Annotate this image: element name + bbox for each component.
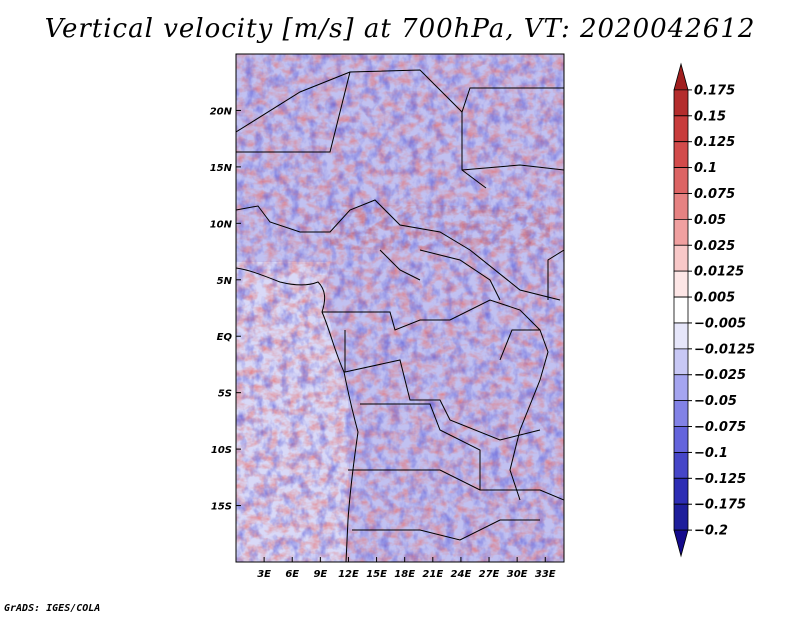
colorbar: 0.175 0.15 0.125 0.1 0.075 0.05 0.025 0.0125 0.0… (673, 62, 755, 558)
colorbar-label: 0.025 (694, 239, 735, 254)
colorbar-label: −0.025 (694, 368, 746, 383)
colorbar-swatch (673, 529, 689, 558)
colorbar-swatch (673, 452, 689, 479)
colorbar-label: 0.05 (694, 213, 726, 228)
y-tick-label: 10S (211, 445, 232, 456)
colorbar-label: 0.0125 (694, 265, 744, 280)
colorbar-swatch (673, 322, 689, 350)
colorbar-swatch (673, 296, 689, 324)
y-tick-label: 5S (218, 389, 232, 400)
colorbar-label: −0.1 (694, 446, 728, 461)
x-tick-label: 33E (535, 569, 556, 580)
colorbar-swatch (673, 244, 689, 272)
colorbar-label: −0.0125 (694, 342, 755, 357)
colorbar-label: −0.2 (694, 524, 728, 539)
colorbar-label: −0.05 (694, 394, 737, 409)
colorbar-label: −0.125 (694, 472, 746, 487)
colorbar-label: −0.175 (694, 498, 746, 513)
y-tick-label: 15S (211, 502, 232, 513)
y-tick-label: 15N (210, 163, 233, 174)
colorbar-swatch (673, 270, 689, 298)
x-axis: 3E 6E 9E 12E 15E 18E 21E 24E 27E 30E 33E (257, 557, 556, 580)
colorbar-swatch (673, 62, 689, 91)
colorbar-label: −0.075 (694, 420, 746, 435)
y-tick-label: 10N (210, 219, 233, 230)
credit-text: GrADS: IGES/COLA (4, 603, 101, 614)
colorbar-swatch (673, 477, 689, 505)
colorbar-swatch (673, 167, 689, 194)
chart-title: Vertical velocity [m/s] at 700hPa, VT: 2… (44, 14, 756, 44)
y-axis: 20N 15N 10N 5N EQ 5S 10S 15S (210, 106, 241, 513)
colorbar-swatch (673, 374, 689, 402)
x-tick-label: 21E (422, 569, 443, 580)
colorbar-swatch (673, 503, 689, 531)
x-tick-label: 24E (451, 569, 472, 580)
x-tick-label: 18E (394, 569, 415, 580)
colorbar-swatch (673, 115, 689, 143)
x-tick-label: 27E (479, 569, 500, 580)
colorbar-label: 0.175 (694, 83, 735, 98)
y-tick-label: 5N (217, 276, 233, 287)
colorbar-swatch (673, 193, 689, 220)
colorbar-swatch (673, 348, 689, 376)
x-tick-label: 15E (366, 569, 387, 580)
colorbar-swatch (673, 89, 689, 117)
colorbar-swatch (673, 218, 689, 246)
colorbar-swatch (673, 400, 689, 427)
colorbar-label: −0.005 (694, 316, 746, 331)
colorbar-swatch (673, 141, 689, 168)
colorbar-swatch (673, 426, 689, 453)
country-borders (236, 69, 564, 562)
colorbar-label: 0.005 (694, 291, 735, 306)
x-tick-label: 12E (338, 569, 359, 580)
colorbar-label: 0.075 (694, 187, 735, 202)
y-tick-label: EQ (217, 332, 233, 343)
y-tick-label: 20N (210, 106, 233, 117)
x-tick-label: 3E (257, 569, 271, 580)
colorbar-label: 0.1 (694, 161, 717, 176)
x-tick-label: 30E (507, 569, 528, 580)
x-tick-label: 6E (285, 569, 299, 580)
colorbar-label: 0.125 (694, 135, 735, 150)
map-field (236, 54, 564, 562)
x-tick-label: 9E (313, 569, 327, 580)
colorbar-label: 0.15 (694, 109, 726, 124)
plot-frame (235, 53, 565, 563)
